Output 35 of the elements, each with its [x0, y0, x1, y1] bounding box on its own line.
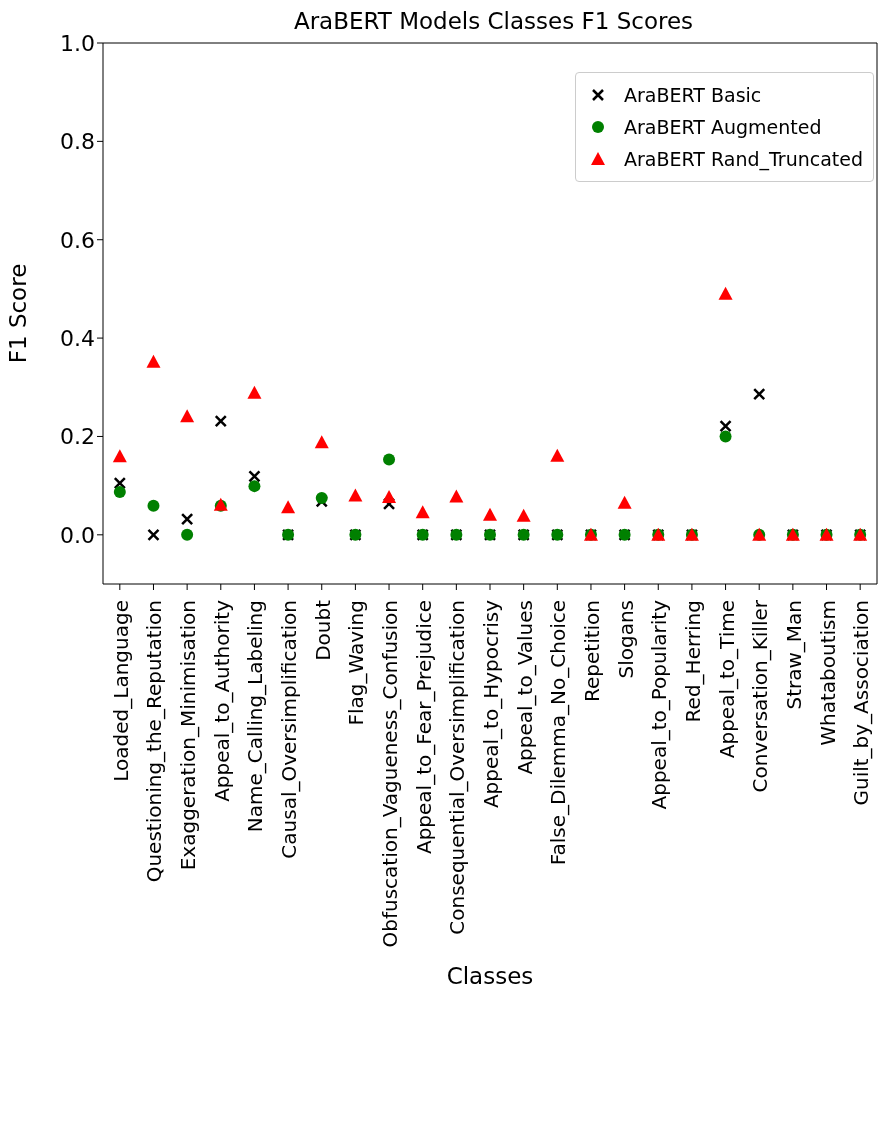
- x-tick-label: Guilt_by_Association: [849, 600, 874, 806]
- chart-title: AraBERT Models Classes F1 Scores: [292, 8, 695, 34]
- y-tick-label: 0.8: [60, 129, 95, 155]
- x-tick-label: Appeal_to_Values: [512, 600, 537, 775]
- x-tick-label: Flag_Waving: [344, 600, 369, 726]
- y-axis-title: F1 Score: [5, 263, 32, 364]
- x-tick-label: Questioning_the_Reputation: [142, 600, 167, 883]
- x-tick-label: Repetition: [579, 600, 604, 703]
- legend-label: AraBERT Augmented: [624, 116, 822, 138]
- x-tick-label: Slogans: [613, 600, 638, 679]
- x-tick-label: Causal_Oversimplification: [277, 600, 302, 859]
- x-tick-label: Loaded_Language: [108, 600, 133, 782]
- x-tick-label: False_Dilemma_No_Choice: [546, 600, 571, 866]
- y-tick-label: 0.4: [60, 325, 95, 351]
- x-tick-label: Conversation_Killer: [748, 599, 773, 793]
- x-tick-label: Red_Herring: [680, 600, 705, 723]
- x-tick-label: Appeal_to_Fear_Prejudice: [411, 600, 436, 855]
- x-axis-title: Classes: [446, 963, 534, 989]
- x-tick-label: Consequential_Oversimplification: [445, 600, 470, 935]
- x-tick-label: Appeal_to_Authority: [209, 599, 234, 802]
- x-tick-label: Obfuscation_Vagueness_Confusion: [378, 600, 403, 948]
- x-tick-label: Doubt: [310, 599, 335, 661]
- legend-label: AraBERT Basic: [624, 84, 762, 106]
- legend-label: AraBERT Rand_Truncated: [624, 148, 863, 170]
- y-tick-label: 0.6: [60, 227, 95, 253]
- x-tick-label: Appeal_to_Time: [714, 600, 739, 759]
- y-tick-label: 1.0: [60, 30, 95, 56]
- y-tick-label: 0.0: [60, 522, 95, 548]
- x-tick-label: Exaggeration_Minimisation: [176, 600, 201, 871]
- x-tick-label: Appeal_to_Hypocrisy: [479, 599, 503, 809]
- x-tick-label: Straw_Man: [781, 600, 806, 710]
- x-tick-label: Appeal_to_Popularity: [647, 599, 672, 810]
- x-tick-label: Whataboutism: [815, 600, 840, 746]
- x-tick-label: Name_Calling_Labeling: [243, 600, 268, 833]
- y-tick-label: 0.2: [60, 424, 95, 450]
